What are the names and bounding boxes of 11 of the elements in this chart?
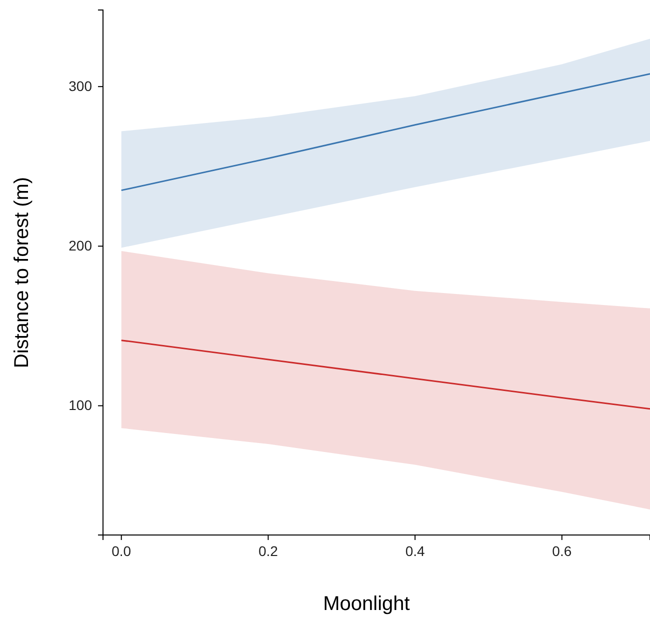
y-tick-label: 200 [68,238,92,254]
y-axis-title: Distance to forest (m) [11,176,33,368]
y-tick-label: 100 [68,397,92,414]
x-tick-label: 0.0 [112,542,132,559]
line-series [120,73,650,192]
x-tick-label: 0.2 [258,542,278,559]
y-tick-label: 300 [68,78,92,94]
x-tick-label: 0.4 [405,542,425,559]
x-tick-label: 0.6 [552,542,572,559]
line-series [120,340,650,410]
x-axis-title: Moonlight [323,593,410,615]
